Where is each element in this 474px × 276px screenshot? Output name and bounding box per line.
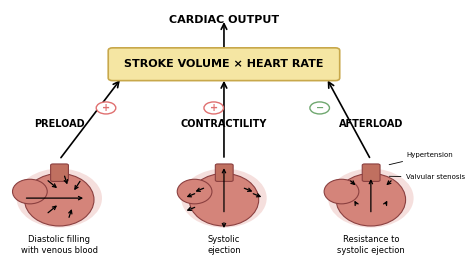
FancyBboxPatch shape	[108, 48, 340, 81]
Text: Diastolic filling
with venous blood: Diastolic filling with venous blood	[21, 235, 98, 256]
Text: CARDIAC OUTPUT: CARDIAC OUTPUT	[169, 15, 279, 25]
Ellipse shape	[25, 174, 94, 226]
Ellipse shape	[12, 179, 47, 204]
Text: AFTERLOAD: AFTERLOAD	[339, 119, 403, 129]
Text: +: +	[102, 103, 110, 113]
Text: Resistance to
systolic ejection: Resistance to systolic ejection	[337, 235, 405, 256]
Ellipse shape	[189, 174, 259, 226]
FancyBboxPatch shape	[362, 164, 380, 181]
Ellipse shape	[324, 179, 359, 204]
Text: Systolic
ejection: Systolic ejection	[207, 235, 241, 256]
Ellipse shape	[336, 174, 406, 226]
FancyBboxPatch shape	[215, 164, 233, 181]
Text: −: −	[316, 103, 324, 113]
Circle shape	[96, 102, 116, 114]
Ellipse shape	[177, 179, 212, 204]
Ellipse shape	[17, 169, 102, 228]
Text: +: +	[210, 103, 218, 113]
Text: PRELOAD: PRELOAD	[34, 119, 84, 129]
Text: Valvular stenosis: Valvular stenosis	[389, 174, 465, 180]
Text: Hypertension: Hypertension	[389, 152, 453, 165]
Circle shape	[204, 102, 224, 114]
Ellipse shape	[181, 169, 267, 228]
Ellipse shape	[328, 169, 414, 228]
Text: STROKE VOLUME × HEART RATE: STROKE VOLUME × HEART RATE	[124, 59, 324, 69]
Circle shape	[310, 102, 329, 114]
Text: CONTRACTILITY: CONTRACTILITY	[181, 119, 267, 129]
FancyBboxPatch shape	[51, 164, 68, 181]
